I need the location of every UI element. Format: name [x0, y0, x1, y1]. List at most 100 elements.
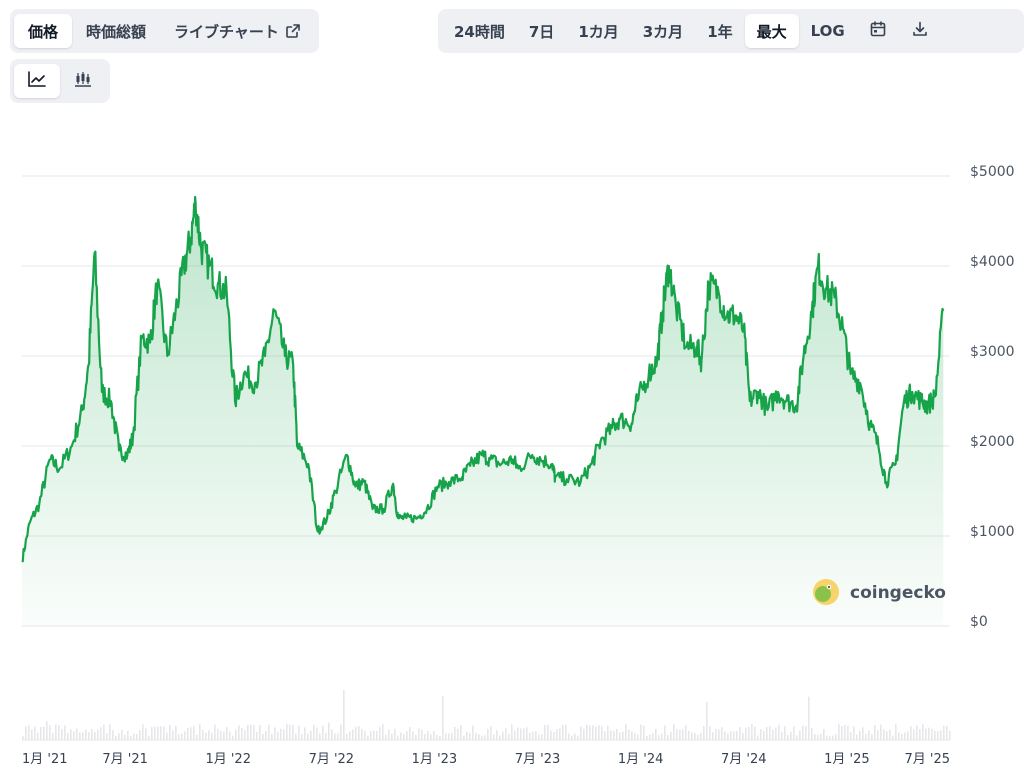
- volume-bar: [871, 734, 873, 740]
- volume-bar: [388, 729, 390, 740]
- volume-bar: [238, 725, 240, 740]
- volume-bar: [166, 732, 168, 740]
- volume-bar: [136, 733, 138, 740]
- tab-market-cap[interactable]: 時価総額: [72, 14, 160, 48]
- volume-bar: [790, 731, 792, 740]
- tab-live-chart[interactable]: ライブチャート: [160, 14, 315, 48]
- volume-bar: [109, 724, 111, 740]
- log-scale-button[interactable]: LOG: [799, 14, 857, 48]
- volume-bar: [505, 727, 507, 740]
- range-1m-button[interactable]: 1カ月: [566, 14, 630, 48]
- volume-bar: [133, 733, 135, 740]
- volume-bar: [370, 731, 372, 740]
- volume-bar: [211, 732, 213, 740]
- volume-bar: [226, 727, 228, 740]
- range-7d-button[interactable]: 7日: [517, 14, 566, 48]
- volume-bar: [856, 734, 858, 740]
- download-button[interactable]: [899, 14, 941, 48]
- volume-bar: [574, 733, 576, 740]
- volume-bar: [304, 727, 306, 740]
- volume-bar: [208, 730, 210, 740]
- volume-bar: [598, 725, 600, 740]
- volume-bar: [925, 728, 927, 740]
- volume-bar: [280, 728, 282, 740]
- volume-bar: [181, 733, 183, 740]
- volume-bar: [841, 726, 843, 740]
- volume-bar: [661, 733, 663, 740]
- range-24h-button[interactable]: 24時間: [442, 14, 517, 48]
- line-chart-button[interactable]: [14, 64, 60, 98]
- volume-bar: [586, 724, 588, 740]
- volume-bar: [544, 725, 546, 740]
- volume-bar: [832, 735, 834, 740]
- volume-bar: [145, 728, 147, 740]
- volume-bar: [106, 733, 108, 740]
- range-1y-label: 1年: [707, 22, 733, 41]
- volume-bar: [715, 729, 717, 740]
- volume-bar: [844, 724, 846, 740]
- y-tick-label: $1000: [970, 524, 1015, 540]
- volume-bar: [766, 727, 768, 740]
- volume-bar: [541, 734, 543, 740]
- volume-bar: [670, 731, 672, 740]
- volume-bars: [22, 689, 951, 740]
- volume-bar: [730, 731, 732, 740]
- volume-bar: [154, 726, 156, 740]
- volume-bar: [511, 724, 513, 740]
- volume-bar: [739, 727, 741, 740]
- volume-bar: [40, 727, 42, 740]
- volume-bar: [64, 725, 66, 740]
- range-3m-button[interactable]: 3カ月: [631, 14, 695, 48]
- y-tick-label: $3000: [970, 344, 1015, 360]
- volume-bar: [409, 727, 411, 740]
- x-tick-label: 7月 '24: [721, 752, 767, 767]
- volume-bar: [127, 731, 129, 740]
- volume-bar: [580, 726, 582, 740]
- volume-bar: [604, 731, 606, 740]
- volume-bar: [196, 734, 198, 740]
- range-max-button[interactable]: 最大: [744, 14, 799, 48]
- y-tick-label: $5000: [970, 164, 1015, 180]
- volume-bar: [682, 729, 684, 740]
- volume-bar: [277, 732, 279, 740]
- volume-bar: [712, 732, 714, 740]
- range-max-label: 最大: [756, 22, 787, 41]
- volume-bar: [568, 733, 570, 740]
- volume-bar: [415, 734, 417, 740]
- log-scale-label: LOG: [810, 22, 845, 40]
- volume-bar: [436, 734, 438, 740]
- date-picker-button[interactable]: [857, 14, 899, 48]
- volume-bar: [520, 728, 522, 740]
- volume-bar: [538, 734, 540, 740]
- volume-bar: [487, 728, 489, 740]
- tab-price[interactable]: 価格: [14, 14, 73, 48]
- volume-bar: [220, 730, 222, 740]
- candlestick-button[interactable]: [60, 64, 106, 98]
- volume-bar: [394, 729, 396, 740]
- volume-bar: [697, 734, 699, 740]
- volume-bar: [52, 732, 54, 740]
- volume-bar: [391, 733, 393, 740]
- volume-bar: [910, 726, 912, 740]
- volume-bar: [943, 725, 945, 740]
- volume-bar: [829, 735, 831, 740]
- volume-bar: [400, 732, 402, 740]
- volume-bar: [676, 729, 678, 740]
- volume-bar: [529, 732, 531, 740]
- volume-bar: [79, 732, 81, 740]
- volume-bar: [565, 724, 567, 740]
- download-icon: [911, 20, 929, 42]
- volume-bar: [250, 724, 252, 740]
- volume-bar: [877, 730, 879, 740]
- volume-bar: [346, 733, 348, 740]
- volume-bar: [811, 728, 813, 740]
- volume-bar: [937, 731, 939, 740]
- x-tick-label: 1月 '23: [412, 752, 458, 767]
- volume-bar: [457, 728, 459, 740]
- volume-bar: [322, 725, 324, 740]
- volume-bar: [151, 726, 153, 740]
- range-1y-button[interactable]: 1年: [695, 14, 744, 48]
- x-tick-label: 7月 '21: [102, 752, 148, 767]
- volume-bar: [61, 729, 63, 740]
